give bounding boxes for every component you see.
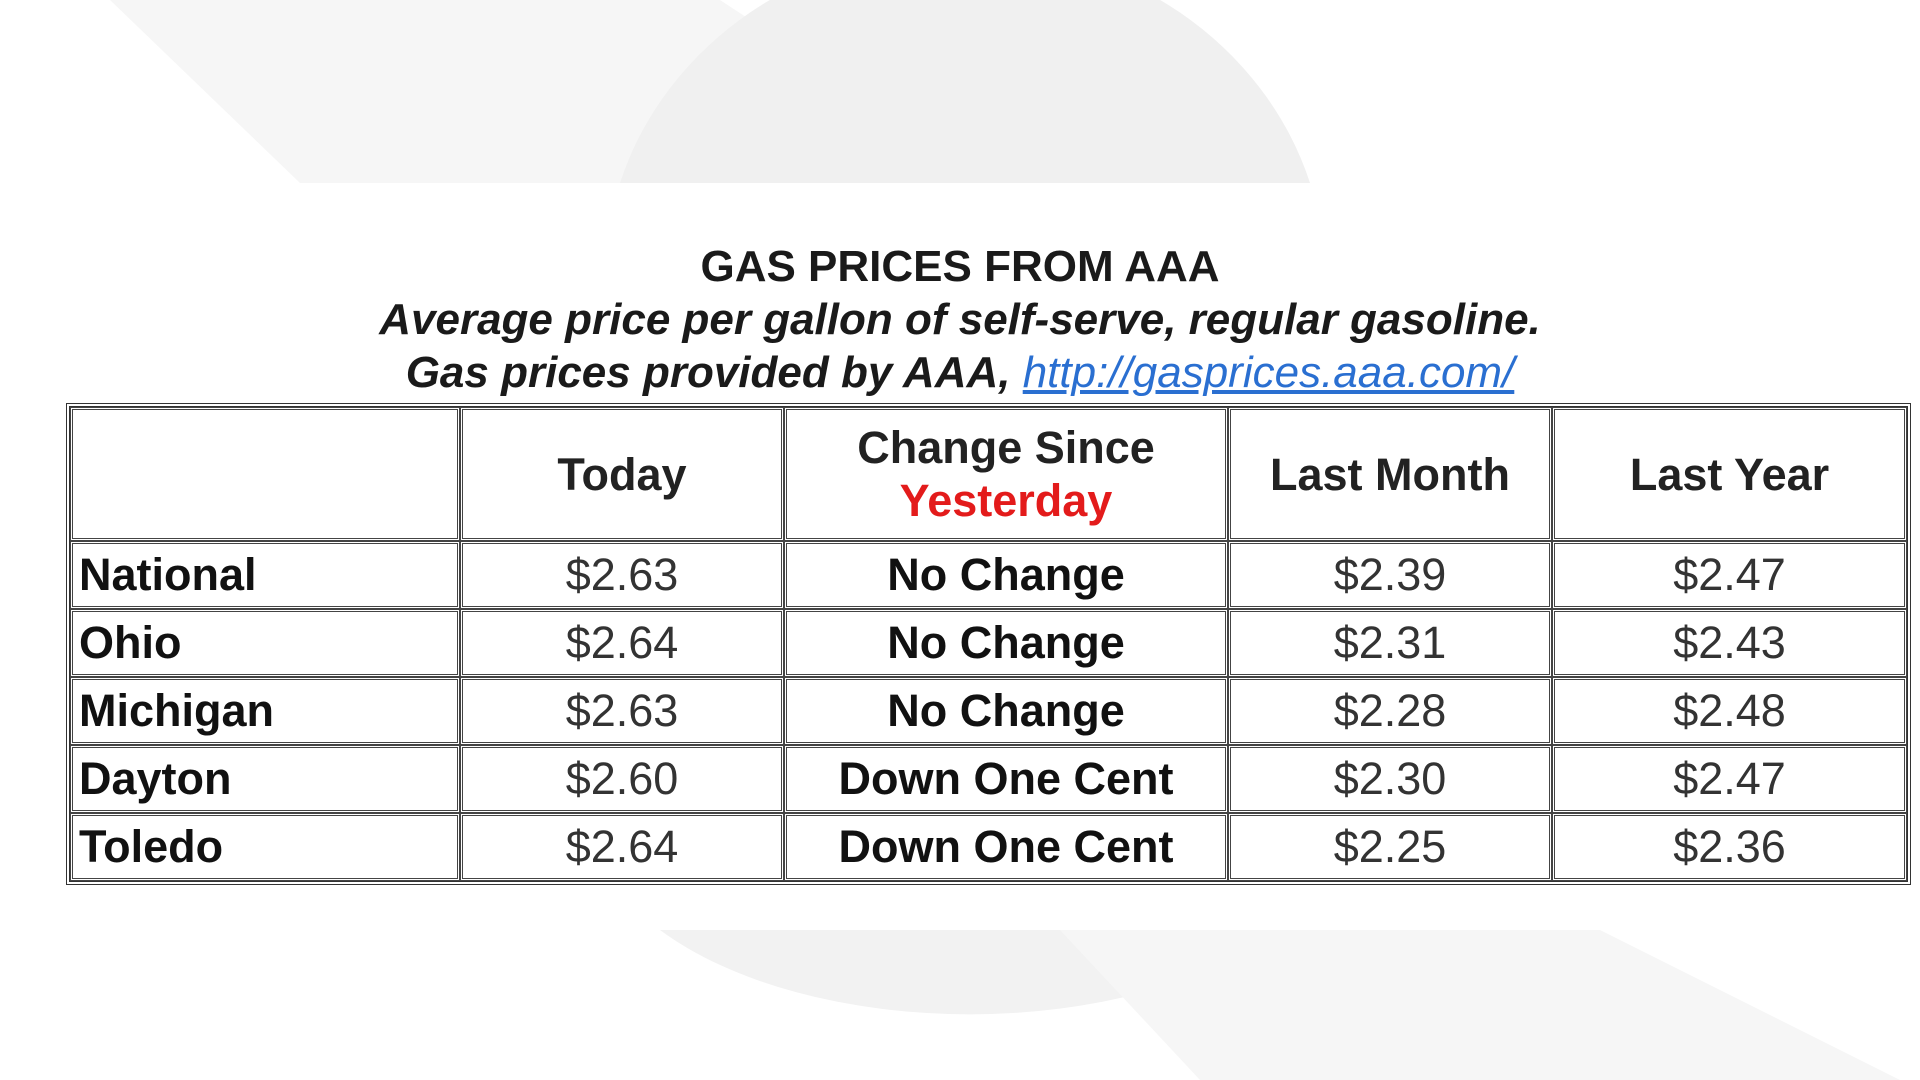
table-row: Toledo $2.64 Down One Cent $2.25 $2.36 — [70, 813, 1907, 881]
subtitle: Average price per gallon of self-serve, … — [379, 295, 1541, 344]
cell: $2.64 — [460, 609, 784, 677]
row-label: Dayton — [70, 745, 460, 813]
cell: $2.39 — [1228, 541, 1552, 609]
cell: $2.36 — [1552, 813, 1907, 881]
cell: No Change — [784, 541, 1228, 609]
table-row: Ohio $2.64 No Change $2.31 $2.43 — [70, 609, 1907, 677]
corner-cell — [70, 407, 460, 541]
cell: $2.64 — [460, 813, 784, 881]
cell: Down One Cent — [784, 745, 1228, 813]
row-label: Toledo — [70, 813, 460, 881]
column-header: Last Month — [1228, 407, 1552, 541]
column-title: Today — [557, 448, 687, 500]
cell: $2.63 — [460, 677, 784, 745]
table-row: Dayton $2.60 Down One Cent $2.30 $2.47 — [70, 745, 1907, 813]
column-title: Change Since — [857, 422, 1155, 473]
table-row: Michigan $2.63 No Change $2.28 $2.48 — [70, 677, 1907, 745]
heading: GAS PRICES FROM AAA Average price per ga… — [0, 240, 1920, 399]
cell: $2.48 — [1552, 677, 1907, 745]
price-table: Today Change Since Yesterday Last Month Last… — [66, 403, 1911, 885]
column-title: Last Year — [1629, 448, 1830, 500]
title: GAS PRICES FROM AAA — [700, 242, 1220, 291]
cell: $2.43 — [1552, 609, 1907, 677]
source: Gas prices provided by AAA, http://gaspr… — [0, 346, 1920, 399]
cell: $2.47 — [1552, 541, 1907, 609]
column-header: Last Year — [1552, 407, 1907, 541]
column-highlight: Yesterday — [899, 475, 1113, 526]
cell: $2.25 — [1228, 813, 1552, 881]
row-label: Michigan — [70, 677, 460, 745]
row-label: National — [70, 541, 460, 609]
table-row: National $2.63 No Change $2.39 $2.47 — [70, 541, 1907, 609]
cell: $2.47 — [1552, 745, 1907, 813]
source-link[interactable]: http://gasprices.aaa.com/ — [1022, 348, 1515, 397]
cell: Down One Cent — [784, 813, 1228, 881]
column-title: Last Month — [1270, 448, 1510, 500]
header-row: Today Change Since Yesterday Last Month Last… — [70, 407, 1907, 541]
cell: $2.30 — [1228, 745, 1552, 813]
cell: $2.63 — [460, 541, 784, 609]
source-text: Gas prices provided by AAA, — [405, 348, 1011, 397]
cell: No Change — [784, 609, 1228, 677]
column-header: Today — [460, 407, 784, 541]
column-header: Change Since Yesterday — [784, 407, 1228, 541]
cell: No Change — [784, 677, 1228, 745]
row-label: Ohio — [70, 609, 460, 677]
cell: $2.60 — [460, 745, 784, 813]
table-body: National $2.63 No Change $2.39 $2.47 Ohio $2.6… — [70, 541, 1907, 881]
cell: $2.28 — [1228, 677, 1552, 745]
cell: $2.31 — [1228, 609, 1552, 677]
